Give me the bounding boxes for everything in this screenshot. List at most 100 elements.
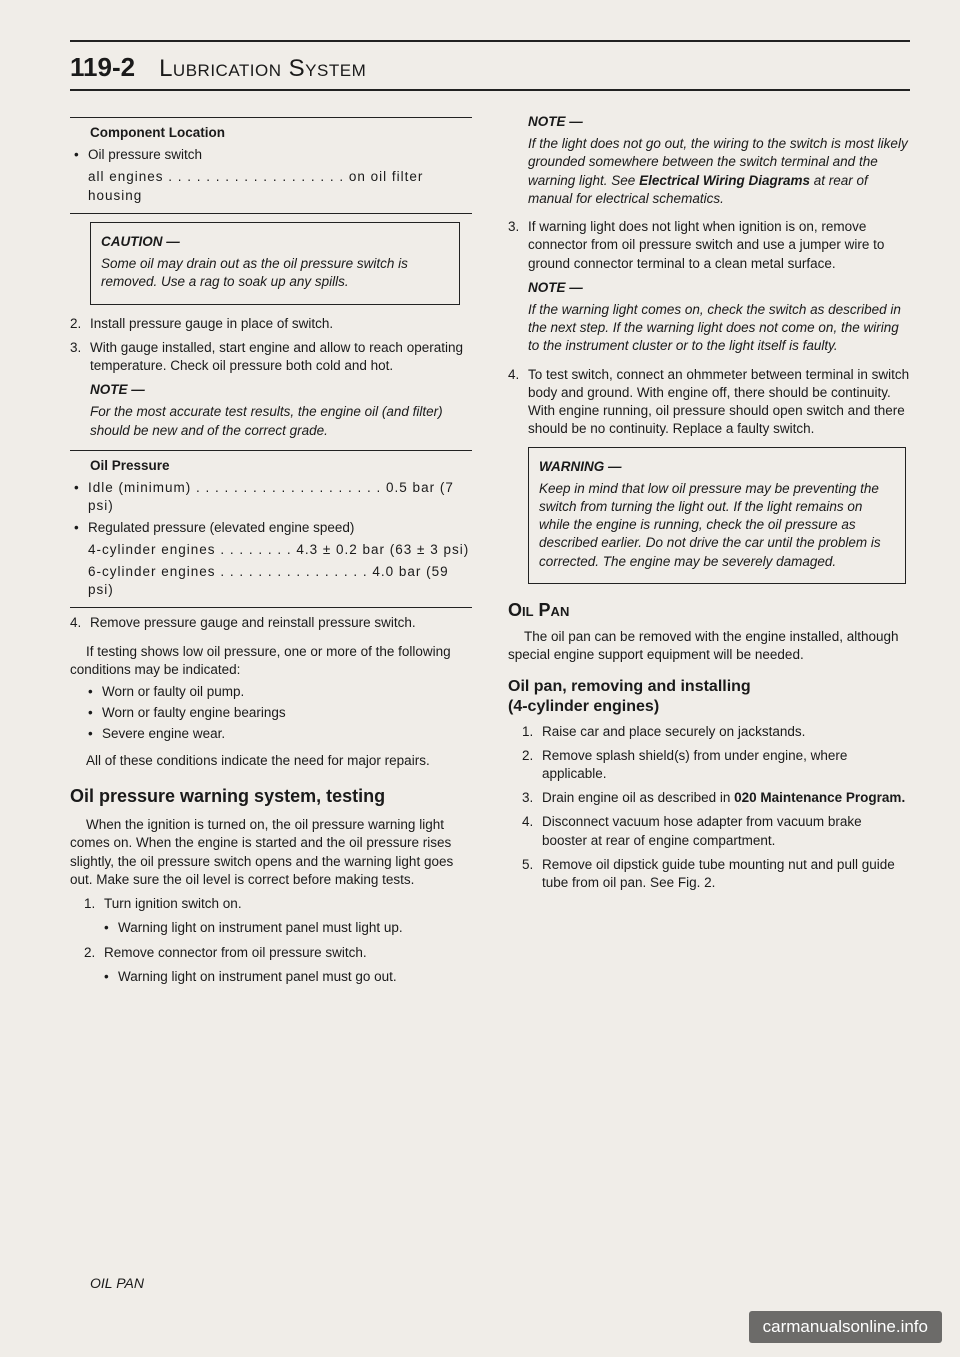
step-number: 4. [70, 614, 90, 632]
op-step-5: 5. Remove oil dipstick guide tube mounti… [508, 856, 910, 892]
step-text: Remove connector from oil pressure switc… [104, 944, 472, 962]
footer-section-label: OIL PAN [90, 1275, 144, 1291]
watermark: carmanualsonline.info [749, 1311, 942, 1343]
step-number: 2. [84, 944, 104, 962]
step-number: 3. [522, 789, 542, 807]
step-4: 4. Remove pressure gauge and reinstall p… [70, 614, 472, 632]
step-text: Raise car and place securely on jackstan… [542, 723, 910, 741]
bullet-dot: • [74, 146, 88, 164]
note-body: If the warning light comes on, check the… [528, 301, 910, 356]
warning-system-para: When the ignition is turned on, the oil … [70, 816, 472, 889]
note-block: NOTE — If the light does not go out, the… [508, 113, 910, 208]
ws-step-2-sub: • Warning light on instrument panel must… [70, 968, 472, 986]
oil-pan-heading: Oil Pan [508, 598, 910, 622]
note-body: For the most accurate test results, the … [90, 403, 472, 439]
step-text: Remove pressure gauge and reinstall pres… [90, 614, 472, 632]
bullet-dot: • [74, 519, 88, 537]
bullet-dot: • [104, 968, 118, 986]
low-oil-intro: If testing shows low oil pressure, one o… [70, 643, 472, 679]
warning-heading: WARNING — [539, 458, 895, 476]
bullet-dot: • [88, 683, 102, 701]
step-text: Turn ignition switch on. [104, 895, 472, 913]
section-rule [70, 213, 472, 214]
step-number: 4. [508, 366, 528, 439]
section-rule [70, 607, 472, 608]
step-text: Drain engine oil as described in 020 Mai… [542, 789, 910, 807]
component-location-item: • Oil pressure switch [70, 146, 472, 164]
sub-text: Warning light on instrument panel must l… [118, 919, 472, 937]
step-text: Remove oil dipstick guide tube mounting … [542, 856, 910, 892]
section-rule [70, 117, 472, 118]
step-ref-bold: 020 Maintenance Program. [734, 790, 905, 805]
chapter-title: Lubrication System [159, 55, 366, 83]
step-number: 3. [508, 218, 528, 273]
header-rule [70, 89, 910, 91]
step-number: 1. [522, 723, 542, 741]
op-step-4: 4. Disconnect vacuum hose adapter from v… [508, 813, 910, 849]
spec-line: Idle (minimum) . . . . . . . . . . . . .… [88, 479, 472, 515]
caution-heading: CAUTION — [101, 233, 449, 251]
bullet-dot: • [74, 479, 88, 515]
section-rule [70, 450, 472, 451]
note-block: NOTE — For the most accurate test result… [70, 381, 472, 440]
oil-pressure-heading: Oil Pressure [70, 457, 472, 475]
step-text: Disconnect vacuum hose adapter from vacu… [542, 813, 910, 849]
manual-page: 119-2 Lubrication System Component Locat… [0, 0, 960, 1357]
step-text: If warning light does not light when ign… [528, 218, 910, 273]
condition-text: Worn or faulty engine bearings [102, 704, 472, 722]
ws-step-2: 2. Remove connector from oil pressure sw… [70, 944, 472, 962]
condition-summary: All of these conditions indicate the nee… [70, 752, 472, 770]
caution-body: Some oil may drain out as the oil pressu… [101, 255, 449, 291]
component-location-heading: Component Location [70, 124, 472, 142]
warning-box: WARNING — Keep in mind that low oil pres… [528, 447, 906, 584]
step-3: 3. With gauge installed, start engine an… [70, 339, 472, 375]
r-step-4: 4. To test switch, connect an ohmmeter b… [508, 366, 910, 439]
condition-text: Severe engine wear. [102, 725, 472, 743]
two-column-layout: Component Location • Oil pressure switch… [70, 109, 910, 988]
top-rule [70, 40, 910, 42]
step-text: With gauge installed, start engine and a… [90, 339, 472, 375]
component-value-line: all engines . . . . . . . . . . . . . . … [70, 168, 472, 204]
spec-4cyl: 4-cylinder engines . . . . . . . . 4.3 ±… [70, 541, 472, 559]
ws-step-1: 1. Turn ignition switch on. [70, 895, 472, 913]
bullet-dot: • [104, 919, 118, 937]
step-text: Install pressure gauge in place of switc… [90, 315, 472, 333]
step-number: 2. [522, 747, 542, 783]
step-number: 5. [522, 856, 542, 892]
ws-step-1-sub: • Warning light on instrument panel must… [70, 919, 472, 937]
right-column: NOTE — If the light does not go out, the… [508, 109, 910, 988]
component-label: Oil pressure switch [88, 146, 472, 164]
step-number: 3. [70, 339, 90, 375]
op-step-3: 3. Drain engine oil as described in 020 … [508, 789, 910, 807]
note-body: If the light does not go out, the wiring… [528, 135, 910, 208]
page-header: 119-2 Lubrication System [70, 52, 910, 83]
note-heading: NOTE — [90, 381, 472, 399]
condition-3: • Severe engine wear. [70, 725, 472, 743]
step-text: To test switch, connect an ohmmeter betw… [528, 366, 910, 439]
oil-pan-para: The oil pan can be removed with the engi… [508, 628, 910, 664]
condition-2: • Worn or faulty engine bearings [70, 704, 472, 722]
step-text: Remove splash shield(s) from under engin… [542, 747, 910, 783]
caution-box: CAUTION — Some oil may drain out as the … [90, 222, 460, 305]
op-step-2: 2. Remove splash shield(s) from under en… [508, 747, 910, 783]
spec-6cyl: 6-cylinder engines . . . . . . . . . . .… [70, 563, 472, 599]
step-2: 2. Install pressure gauge in place of sw… [70, 315, 472, 333]
oil-pressure-regulated: • Regulated pressure (elevated engine sp… [70, 519, 472, 537]
step-text-a: Drain engine oil as described in [542, 790, 734, 805]
heading-line-2: (4-cylinder engines) [508, 698, 659, 715]
heading-line-1: Oil pan, removing and installing [508, 678, 751, 695]
bullet-dot: • [88, 704, 102, 722]
note-block: NOTE — If the warning light comes on, ch… [508, 279, 910, 356]
warning-body: Keep in mind that low oil pressure may b… [539, 480, 895, 571]
condition-text: Worn or faulty oil pump. [102, 683, 472, 701]
step-number: 4. [522, 813, 542, 849]
left-column: Component Location • Oil pressure switch… [70, 109, 472, 988]
note-heading: NOTE — [528, 279, 910, 297]
oil-pan-remove-heading: Oil pan, removing and installing (4-cyli… [508, 677, 910, 717]
spec-label: Regulated pressure (elevated engine spee… [88, 519, 472, 537]
note-ref-bold: Electrical Wiring Diagrams [639, 173, 810, 188]
oil-pressure-idle: • Idle (minimum) . . . . . . . . . . . .… [70, 479, 472, 515]
op-step-1: 1. Raise car and place securely on jacks… [508, 723, 910, 741]
warning-system-heading: Oil pressure warning system, testing [70, 784, 472, 808]
condition-1: • Worn or faulty oil pump. [70, 683, 472, 701]
